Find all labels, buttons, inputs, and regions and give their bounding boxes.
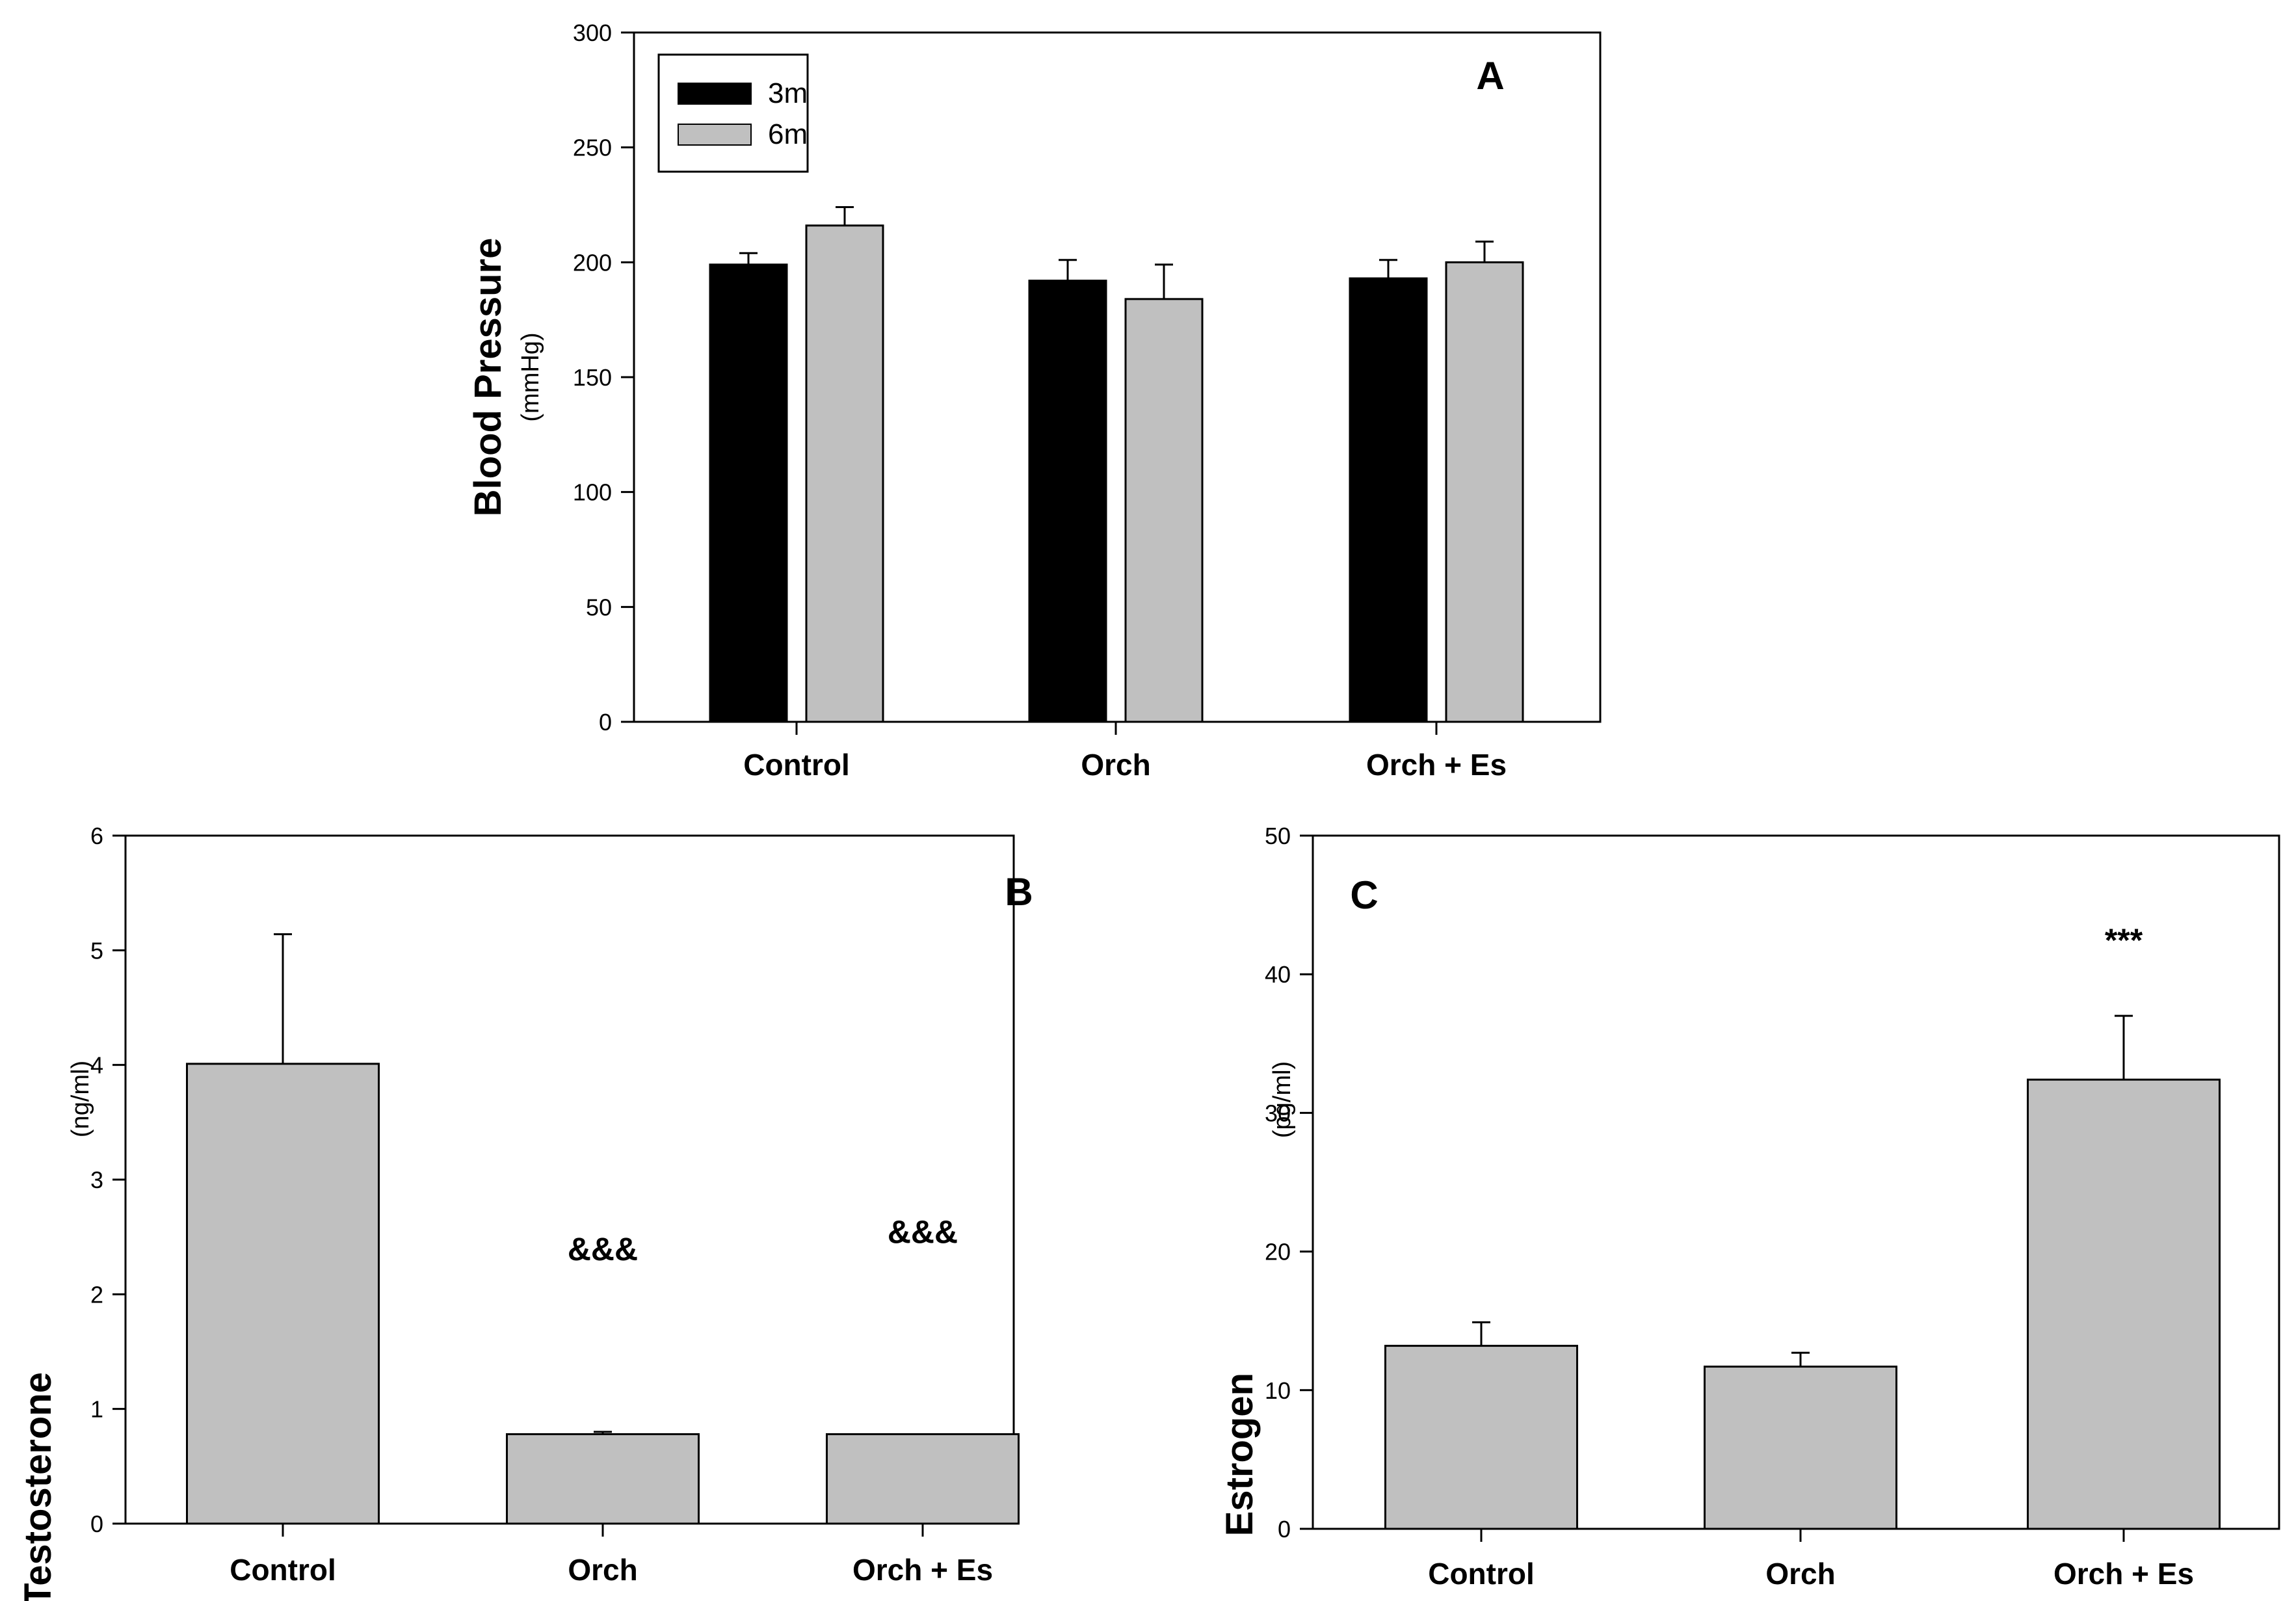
x-category-label-orch-es: Orch + Es <box>852 1553 993 1587</box>
bar-orch-3m <box>1028 280 1107 723</box>
legend-swatch-6m <box>678 124 752 146</box>
y-tick-label: 30 <box>1265 1100 1291 1126</box>
y-axis-unit: (pg/ml) <box>1269 1061 1296 1138</box>
x-category-label-control: Control <box>230 1553 336 1587</box>
bar-control <box>1384 1345 1578 1530</box>
y-tick-label: 0 <box>90 1511 103 1537</box>
y-tick-label: 40 <box>1265 961 1291 988</box>
panel-c-estrogen-chart: 0 10 20 30 40 50 Control Orch Orch + Es *** C Estro… <box>1219 823 2280 1591</box>
y-tick-label: 0 <box>599 709 612 735</box>
panel-letter: B <box>1005 870 1033 914</box>
significance-marker: *** <box>2105 922 2143 959</box>
bar-control-6m <box>805 224 884 723</box>
y-tick-label: 150 <box>573 364 612 391</box>
significance-marker: &&& <box>568 1231 638 1267</box>
y-tick-label: 100 <box>573 479 612 506</box>
x-category-label-orch: Orch <box>1765 1557 1835 1591</box>
y-tick-label: 300 <box>573 20 612 46</box>
y-tick-label: 10 <box>1265 1377 1291 1404</box>
y-axis-title: Blood Pressure <box>467 238 509 517</box>
bar-orch-6m <box>1124 298 1204 723</box>
y-tick-label: 6 <box>90 823 103 849</box>
y-axis-unit: (ng/ml) <box>67 1061 94 1137</box>
y-tick-label: 3 <box>90 1167 103 1193</box>
significance-marker: &&& <box>888 1213 958 1250</box>
panel-letter: C <box>1350 873 1378 917</box>
panel-letter: A <box>1476 54 1504 98</box>
legend-swatch-3m <box>678 83 752 105</box>
y-tick-label: 2 <box>90 1281 103 1308</box>
y-axis-title: Testosterone <box>17 1372 59 1601</box>
y-tick-label: 1 <box>90 1396 103 1423</box>
bar-orch-es <box>826 1433 1020 1525</box>
x-category-label-control: Control <box>1428 1557 1535 1591</box>
bar-control-3m <box>709 263 788 723</box>
y-tick-label: 200 <box>573 249 612 276</box>
y-tick-label: 20 <box>1265 1239 1291 1265</box>
y-tick-label: 50 <box>1265 823 1291 849</box>
x-category-label-control: Control <box>743 748 850 782</box>
x-category-label-orch: Orch <box>1081 748 1150 782</box>
bar-orch <box>1704 1366 1897 1530</box>
panel-a-blood-pressure-chart: 0 50 100 150 200 250 300 Control Orch Orch + Es A B… <box>467 20 1602 782</box>
y-axis-unit: (mmHg) <box>517 332 544 421</box>
panel-b-testosterone-chart: 0 1 2 3 4 5 6 Control Orch Orch + Es &&& &&& B Testos… <box>17 823 1033 1601</box>
legend-label-6m: 6m <box>768 118 808 150</box>
x-category-label-orch-es: Orch + Es <box>2053 1557 2194 1591</box>
bar-orch-es-6m <box>1445 261 1524 723</box>
bar-orch-es-3m <box>1349 277 1428 723</box>
y-tick-label: 250 <box>573 135 612 161</box>
x-category-label-orch: Orch <box>568 1553 637 1587</box>
legend-box <box>657 53 809 173</box>
y-tick-label: 5 <box>90 937 103 964</box>
y-tick-label: 50 <box>586 594 612 620</box>
y-tick-label: 0 <box>1278 1516 1291 1542</box>
bar-orch <box>506 1433 700 1525</box>
y-axis-title: Estrogen <box>1219 1373 1261 1536</box>
bar-control <box>186 1063 380 1525</box>
x-category-label-orch-es: Orch + Es <box>1366 748 1507 782</box>
legend-label-3m: 3m <box>768 77 808 109</box>
y-tick-label: 4 <box>90 1052 103 1079</box>
bar-orch-es <box>2027 1078 2221 1530</box>
